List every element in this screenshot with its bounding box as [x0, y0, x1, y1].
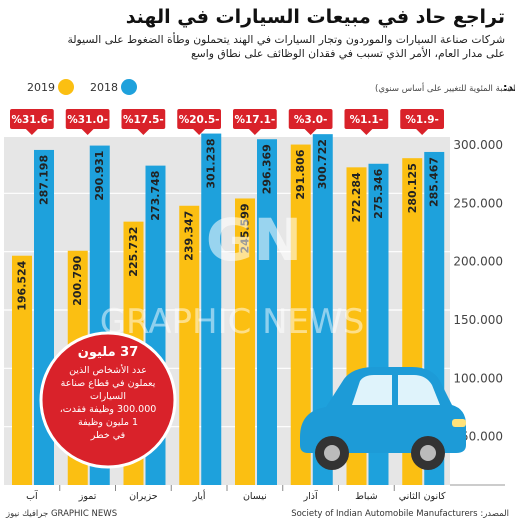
- pct-change-badge-pointer: [304, 129, 317, 135]
- car-illustration: [300, 367, 466, 470]
- bar-2019: [179, 205, 200, 485]
- pct-change-label: %31.0-: [67, 114, 108, 126]
- pct-change-badge-pointer: [25, 129, 38, 135]
- pct-change-badge-pointer: [248, 129, 261, 135]
- y-tick-label: 100.000: [453, 371, 503, 385]
- legend-label-2019: 2019: [27, 81, 55, 94]
- pct-change-badge: [177, 109, 221, 129]
- pct-change-label: %20.5-: [179, 114, 220, 126]
- credit: GRAPHIC NEWS جرافيك نيوز: [6, 509, 118, 519]
- pct-change-badge-pointer: [137, 129, 150, 135]
- x-tick-label: كانون الثاني: [399, 491, 446, 502]
- bar-2019: [235, 198, 255, 485]
- bar-value-label-2019: 245.599: [239, 203, 252, 253]
- bar-2018: [201, 133, 222, 485]
- car-headlight: [452, 419, 466, 427]
- bar-value-label-2018: 300.722: [316, 139, 329, 189]
- subtitle-line-1: شركات صناعة السيارات والموردون وتجار الس…: [67, 33, 505, 46]
- x-tick-label: آب: [26, 489, 38, 502]
- y-tick-label: 200.000: [453, 255, 503, 269]
- callout-line: السيارات: [90, 391, 126, 402]
- watermark-text: GRAPHIC NEWS: [100, 302, 365, 342]
- bar-value-label-2019: 196.524: [16, 260, 29, 310]
- y-tick-label: 50.000: [461, 430, 503, 444]
- bar-value-label-2019: 239.347: [183, 211, 196, 261]
- callout-line: 1 مليون وظيفة: [78, 417, 138, 428]
- chart-subtitle: شركات صناعة السيارات والموردون وتجار الس…: [10, 33, 505, 61]
- bar-value-label-2019: 272.284: [350, 172, 363, 222]
- bar-value-label-2019: 225.732: [127, 227, 140, 277]
- bar-value-label-2018: 301.238: [205, 139, 218, 189]
- pct-change-badge-pointer: [193, 129, 206, 135]
- pct-change-label: %1.1-: [350, 114, 383, 126]
- car-hubcap: [420, 445, 436, 461]
- pct-change-label: %31.6-: [11, 114, 52, 126]
- pct-change-badge-pointer: [360, 129, 373, 135]
- pct-change-badge: [344, 109, 389, 129]
- bar-value-label-2018: 287.198: [38, 155, 51, 205]
- callout-line: عدد الأشخاص الذين: [69, 364, 147, 376]
- pct-change-badge: [65, 109, 110, 129]
- bar-value-label-2018: 296.369: [261, 144, 274, 194]
- x-tick-label: نيسان: [243, 491, 267, 502]
- bar-2018: [257, 139, 277, 485]
- legend-label-2018: 2018: [90, 81, 118, 94]
- pct-change-badge-pointer: [81, 129, 94, 135]
- bar-value-label-2018: 275.346: [372, 168, 385, 218]
- pct-change-label: %3.0-: [294, 114, 327, 126]
- car-window: [352, 375, 392, 405]
- bar-2019: [12, 255, 32, 485]
- y-tick-label: 300.000: [453, 138, 503, 152]
- bar-value-label-2019: 280.125: [406, 163, 419, 213]
- bar-chart: مبيعات السيارات في الهند:(الوحدات، النسب…: [4, 79, 515, 502]
- pct-change-label: %1.9-: [405, 114, 438, 126]
- x-tick-label: أيار: [192, 489, 206, 502]
- callout-line: 300.000 وظيفة فقدت،: [60, 404, 157, 415]
- bar-2018: [312, 134, 333, 486]
- pct-change-badge: [121, 109, 166, 129]
- source-note: المصدر: Society of Indian Automobile Man…: [291, 509, 509, 519]
- callout-line: في خطر: [90, 430, 125, 441]
- legend-swatch-2018: [121, 79, 137, 95]
- bar-value-label-2018: 285.467: [428, 157, 441, 207]
- subtitle-line-2: على مدار العام، الأمر الذي تسبب في فقدان…: [190, 47, 505, 60]
- legend-title: مبيعات السيارات في الهند:: [503, 81, 515, 94]
- x-tick-label: حزيران: [129, 491, 158, 502]
- bar-value-label-2018: 273.748: [149, 171, 162, 221]
- pct-change-badge: [288, 109, 333, 129]
- pct-change-badge: [10, 109, 54, 129]
- pct-change-badge: [233, 109, 277, 129]
- legend-note: (الوحدات، النسبة المئوية للتغيير على أسا…: [375, 82, 515, 94]
- car-hubcap: [324, 445, 340, 461]
- watermark-monogram: GN: [206, 206, 302, 274]
- pct-change-label: %17.5-: [123, 114, 164, 126]
- y-tick-label: 150.000: [453, 313, 503, 327]
- chart-title: تراجع حاد في مبيعات السيارات في الهند: [125, 6, 505, 28]
- footer: المصدر: Society of Indian Automobile Man…: [6, 507, 509, 523]
- callout-circle: [39, 331, 177, 469]
- pct-change-badge-pointer: [416, 129, 429, 135]
- bar-value-label-2018: 290.931: [93, 151, 106, 201]
- bar-2019: [290, 144, 311, 485]
- x-tick-label: تموز: [78, 491, 97, 502]
- pct-change-label: %17.1-: [234, 114, 275, 126]
- bar-value-label-2019: 291.806: [294, 149, 307, 199]
- y-tick-label: 250.000: [453, 196, 503, 210]
- pct-change-badge: [400, 109, 444, 129]
- x-tick-label: آذار: [303, 489, 318, 502]
- callout-line: يعملون في قطاع صناعة: [61, 378, 156, 389]
- car-window: [398, 375, 440, 405]
- x-tick-label: شباط: [355, 491, 378, 502]
- legend-swatch-2019: [58, 79, 74, 95]
- bar-value-label-2019: 200.790: [71, 255, 84, 305]
- callout-headline: 37 مليون: [78, 345, 139, 360]
